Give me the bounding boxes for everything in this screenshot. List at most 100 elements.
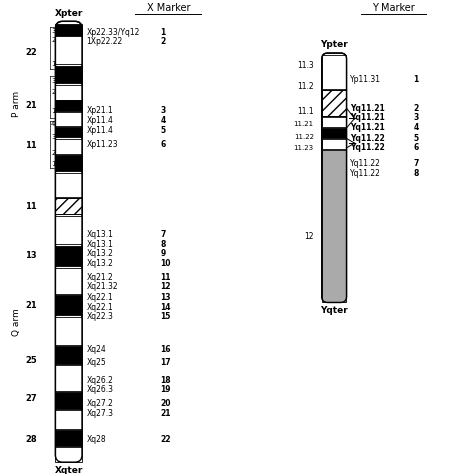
FancyBboxPatch shape: [55, 21, 82, 462]
Text: 10: 10: [160, 259, 171, 267]
Text: 13: 13: [25, 252, 37, 260]
Text: 2: 2: [51, 37, 55, 43]
Text: 3: 3: [51, 28, 55, 34]
Text: Ypter: Ypter: [320, 40, 348, 49]
Text: 13: 13: [160, 293, 171, 302]
Text: 2: 2: [413, 104, 419, 112]
Bar: [55, 66, 82, 83]
Text: 15: 15: [160, 312, 171, 321]
Text: 11.22: 11.22: [294, 134, 314, 139]
Text: 4: 4: [160, 117, 165, 125]
Text: 21: 21: [25, 101, 37, 109]
Text: Yq11.22: Yq11.22: [350, 169, 381, 177]
Bar: [322, 90, 346, 116]
Text: 7: 7: [160, 230, 165, 239]
FancyBboxPatch shape: [322, 53, 346, 302]
Text: 11.3: 11.3: [297, 61, 314, 70]
Text: 1Xp22.22: 1Xp22.22: [86, 37, 122, 46]
Text: Yp11.31: Yp11.31: [350, 75, 381, 84]
Bar: [55, 112, 82, 126]
Bar: [55, 100, 82, 111]
Text: Xq13.2: Xq13.2: [86, 249, 113, 258]
Bar: [55, 295, 82, 315]
Text: Xq22.1: Xq22.1: [86, 293, 113, 302]
Bar: [322, 128, 346, 138]
Bar: [55, 139, 82, 154]
Text: Xp11.23: Xp11.23: [86, 140, 118, 149]
Text: Xq21.32: Xq21.32: [86, 283, 118, 291]
Text: 22: 22: [160, 436, 171, 444]
Text: Xq26.2: Xq26.2: [86, 376, 113, 384]
Text: 11.21: 11.21: [294, 121, 314, 127]
Bar: [322, 90, 346, 116]
Text: 1: 1: [160, 28, 165, 36]
Bar: [55, 85, 82, 100]
Text: 2: 2: [51, 90, 55, 95]
Text: Yqter: Yqter: [320, 306, 348, 315]
Text: Yq11.22: Yq11.22: [350, 134, 384, 143]
Text: 28: 28: [25, 436, 37, 444]
Text: 11.2: 11.2: [297, 82, 314, 91]
Text: 1: 1: [413, 75, 419, 84]
Text: Xq25: Xq25: [86, 358, 106, 367]
Text: 6: 6: [160, 140, 165, 149]
Bar: [55, 447, 82, 462]
Bar: [55, 346, 82, 364]
Bar: [55, 198, 82, 214]
Bar: [55, 36, 82, 64]
Text: Y Marker: Y Marker: [372, 3, 415, 13]
Text: 14: 14: [160, 303, 171, 311]
Text: 12: 12: [304, 233, 314, 241]
Text: 21: 21: [25, 301, 37, 310]
Text: 8: 8: [413, 169, 419, 177]
Text: 2: 2: [51, 150, 55, 155]
Text: 12: 12: [160, 283, 171, 291]
Bar: [322, 150, 346, 302]
Text: 11: 11: [25, 202, 37, 210]
Bar: [55, 216, 82, 244]
Bar: [55, 127, 82, 137]
Text: Xq13.2: Xq13.2: [86, 259, 113, 267]
Text: 20: 20: [160, 400, 171, 408]
Text: 7: 7: [413, 159, 419, 168]
Text: 5: 5: [160, 127, 165, 135]
Text: 21: 21: [160, 409, 171, 418]
Text: Xp21.1: Xp21.1: [86, 106, 113, 115]
Text: Xq24: Xq24: [86, 346, 106, 354]
Text: Yq11.21: Yq11.21: [350, 123, 384, 131]
Text: 4: 4: [413, 123, 419, 131]
Text: Xpter: Xpter: [55, 9, 83, 18]
Text: 3: 3: [413, 113, 419, 122]
Text: Xq13.1: Xq13.1: [86, 240, 113, 248]
Text: 5: 5: [413, 134, 419, 143]
Text: 19: 19: [160, 385, 171, 394]
Text: 1: 1: [51, 161, 55, 166]
Text: 11: 11: [25, 142, 37, 150]
Text: 11.23: 11.23: [294, 145, 314, 151]
Text: P arm: P arm: [12, 91, 21, 118]
Text: 11: 11: [160, 273, 171, 282]
Text: Xp11.4: Xp11.4: [86, 127, 113, 135]
Text: 25: 25: [25, 356, 37, 365]
Text: Q arm: Q arm: [12, 309, 21, 336]
Text: Yq11.21: Yq11.21: [350, 104, 384, 112]
Bar: [55, 24, 82, 36]
Text: 3: 3: [51, 134, 55, 139]
Text: Xqter: Xqter: [55, 466, 83, 474]
Text: Xq28: Xq28: [86, 436, 106, 444]
Text: 9: 9: [160, 249, 165, 258]
Text: 4: 4: [51, 121, 55, 127]
Text: X Marker: X Marker: [146, 3, 190, 13]
Text: 11.1: 11.1: [297, 107, 314, 116]
Text: 16: 16: [160, 346, 171, 354]
Text: 6: 6: [413, 144, 419, 152]
Bar: [55, 173, 82, 197]
Text: Xp22.33/Yq12: Xp22.33/Yq12: [86, 28, 140, 36]
Text: 17: 17: [160, 358, 171, 367]
Text: Xq22.1: Xq22.1: [86, 303, 113, 311]
Text: Xq13.1: Xq13.1: [86, 230, 113, 239]
Text: Xq22.3: Xq22.3: [86, 312, 113, 321]
Bar: [322, 139, 346, 149]
Text: 22: 22: [25, 48, 37, 56]
Text: 1: 1: [51, 109, 55, 114]
